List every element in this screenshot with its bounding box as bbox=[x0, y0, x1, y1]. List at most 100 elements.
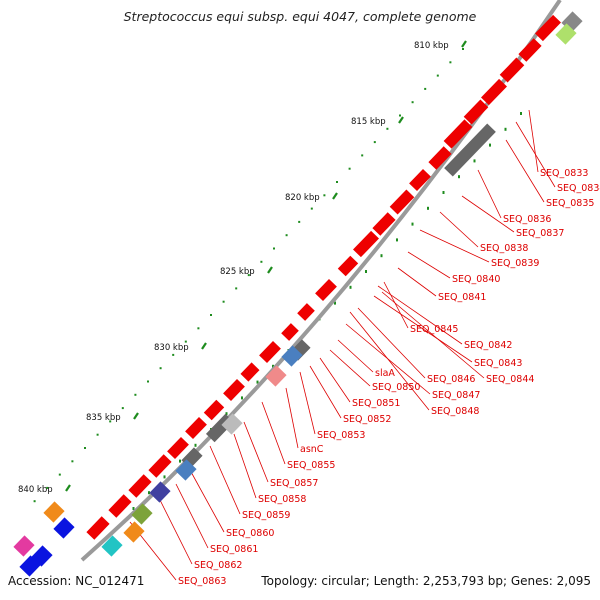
cds-arrow bbox=[372, 212, 396, 236]
cds-arrow bbox=[428, 146, 452, 170]
feature-label: SEQ_0844 bbox=[486, 374, 534, 385]
minor-tick bbox=[241, 396, 243, 400]
feature-label: SEQ_0853 bbox=[317, 430, 365, 441]
cds-arrow bbox=[86, 516, 110, 540]
leader-line bbox=[515, 121, 556, 188]
minor-tick bbox=[256, 380, 259, 384]
cds-arrow bbox=[281, 323, 299, 341]
gray-feature bbox=[444, 123, 496, 177]
minor-tick bbox=[222, 300, 225, 303]
minor-tick bbox=[260, 260, 263, 263]
leader-line bbox=[439, 211, 479, 248]
leader-line bbox=[329, 349, 371, 387]
cds-arrow bbox=[499, 57, 525, 83]
feature-label: SEQ_0840 bbox=[452, 274, 500, 285]
feature-label: SEQ_0838 bbox=[480, 243, 528, 254]
feature-label: SEQ_0859 bbox=[242, 510, 290, 521]
feature-block bbox=[265, 365, 287, 387]
cds-arrow bbox=[240, 362, 260, 382]
cds-arrow bbox=[315, 278, 337, 302]
minor-tick bbox=[109, 420, 112, 423]
scale-tick-label: 835 kbp bbox=[86, 413, 121, 423]
minor-tick bbox=[210, 314, 212, 316]
minor-tick bbox=[373, 141, 376, 144]
feature-label: SEQ_0862 bbox=[194, 560, 242, 571]
cds-arrow bbox=[148, 454, 172, 478]
leader-line bbox=[189, 469, 225, 533]
minor-tick bbox=[235, 287, 238, 290]
map-title: Streptococcus equi subsp. equi 4047, com… bbox=[123, 9, 477, 24]
minor-tick bbox=[473, 159, 476, 163]
minor-tick bbox=[285, 234, 288, 237]
minor-tick bbox=[71, 460, 74, 463]
scale-tick-label: 840 kbp bbox=[18, 485, 53, 495]
major-tick bbox=[332, 192, 338, 200]
cds-arrow bbox=[108, 494, 132, 518]
minor-tick bbox=[380, 254, 383, 258]
minor-tick bbox=[489, 143, 491, 147]
minor-tick bbox=[436, 74, 439, 77]
feature-label: SEQ_0837 bbox=[516, 228, 564, 239]
feature-label: SEQ_0848 bbox=[431, 406, 479, 417]
leader-line bbox=[175, 483, 209, 549]
minor-tick bbox=[134, 393, 137, 396]
major-tick bbox=[398, 116, 404, 124]
minor-tick bbox=[33, 500, 36, 503]
minor-tick bbox=[462, 48, 464, 50]
feature-label: slaA bbox=[375, 368, 395, 379]
feature-block bbox=[131, 503, 153, 525]
major-tick bbox=[461, 40, 467, 48]
leader-line bbox=[209, 445, 241, 515]
leader-line bbox=[419, 229, 490, 263]
leader-line bbox=[285, 387, 299, 449]
cds-arrow bbox=[337, 255, 359, 277]
feature-label: SEQ_0842 bbox=[464, 340, 512, 351]
leader-line bbox=[373, 295, 473, 363]
feature-block bbox=[31, 545, 53, 567]
minor-tick bbox=[323, 194, 326, 197]
feature-block bbox=[43, 501, 65, 523]
topology-summary: Topology: circular; Length: 2,253,793 bp… bbox=[261, 574, 591, 588]
leader-line bbox=[505, 139, 545, 203]
feature-label: SEQ_0841 bbox=[438, 292, 486, 303]
scale-tick-label: 825 kbp bbox=[220, 267, 255, 277]
major-tick bbox=[201, 342, 207, 350]
feature-block bbox=[123, 521, 145, 543]
feature-block bbox=[555, 23, 577, 45]
cds-arrow bbox=[481, 78, 507, 106]
major-tick bbox=[65, 484, 71, 492]
feature-label: asnC bbox=[300, 444, 324, 455]
feature-labels: SEQ_0833 SEQ_0834 SEQ_0835 SEQ_0836 SEQ_0837… bbox=[178, 168, 600, 587]
minor-tick bbox=[396, 238, 398, 242]
feature-label: SEQ_0846 bbox=[427, 374, 475, 385]
minor-tick bbox=[411, 222, 414, 226]
minor-tick bbox=[179, 459, 181, 463]
minor-tick bbox=[427, 206, 429, 210]
leader-line bbox=[461, 195, 515, 233]
leader-line bbox=[477, 169, 502, 219]
feature-label: SEQ_0852 bbox=[343, 414, 391, 425]
minor-tick bbox=[310, 207, 313, 210]
minor-tick bbox=[58, 473, 61, 476]
leader-line bbox=[319, 357, 351, 403]
leader-line bbox=[349, 311, 430, 411]
minor-tick bbox=[334, 301, 336, 305]
major-tick bbox=[133, 412, 139, 420]
feature-label: SEQ_0847 bbox=[432, 390, 480, 401]
feature-label: SEQ_0833 bbox=[540, 168, 588, 179]
minor-tick bbox=[411, 101, 414, 104]
minor-tick bbox=[298, 220, 301, 223]
feature-label: SEQ_0855 bbox=[287, 460, 335, 471]
feature-label: SEQ_0857 bbox=[270, 478, 318, 489]
feature-block bbox=[149, 481, 171, 503]
minor-tick bbox=[504, 127, 507, 131]
cds-arrow bbox=[259, 340, 281, 364]
cds-arrow bbox=[518, 38, 542, 62]
feature-block bbox=[19, 555, 41, 577]
cds-arrow bbox=[535, 14, 561, 42]
minor-tick bbox=[365, 270, 367, 273]
leader-line bbox=[233, 433, 257, 499]
cds-arrow bbox=[223, 378, 245, 402]
minor-tick bbox=[147, 380, 149, 383]
minor-tick bbox=[272, 364, 274, 368]
